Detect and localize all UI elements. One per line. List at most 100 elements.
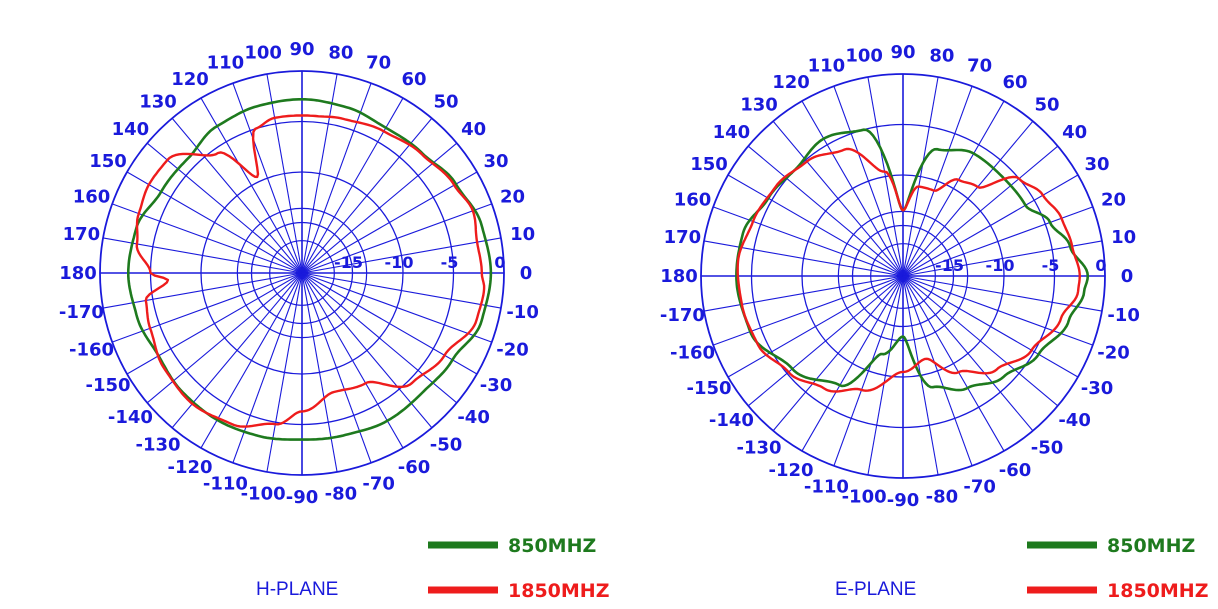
angle-tick-label: 30	[1084, 154, 1109, 175]
legend-label: 850MHZ	[508, 535, 596, 557]
angle-tick-label: 100	[244, 42, 282, 63]
angle-tick-label: 40	[461, 119, 486, 140]
radial-tick-label: -10	[385, 253, 414, 272]
angle-tick-label: -10	[506, 302, 539, 323]
angle-tick-label: 130	[139, 91, 177, 112]
angle-tick-label: 60	[1002, 72, 1027, 93]
grid-spoke	[833, 275, 904, 467]
grid-spoke	[902, 145, 1059, 277]
angle-tick-label: 80	[929, 45, 954, 66]
angle-tick-label: -50	[430, 435, 463, 456]
radial-tick-label: -5	[441, 253, 459, 272]
grid-spoke	[712, 206, 904, 277]
angle-tick-label: 150	[89, 151, 127, 172]
series-850mhz-curve	[127, 98, 493, 441]
angle-tick-label: 0	[520, 263, 533, 284]
grid-spoke	[301, 82, 372, 274]
grid-spoke	[301, 272, 433, 429]
angle-tick-label: -130	[135, 435, 180, 456]
radial-tick-label: 0	[494, 253, 505, 272]
grid-spoke	[902, 76, 939, 277]
angle-tick-label: -10	[1107, 305, 1140, 326]
series-1850mhz-curve	[135, 114, 486, 428]
angle-tick-label: -150	[686, 378, 731, 399]
radial-tick-label: -15	[334, 253, 363, 272]
angle-tick-label: 140	[713, 122, 751, 143]
angle-tick-label: 90	[289, 39, 314, 60]
angle-tick-label: 70	[366, 53, 391, 74]
angle-tick-label: -170	[59, 302, 104, 323]
angle-tick-label: 30	[483, 151, 508, 172]
angle-tick-label: 90	[890, 42, 915, 63]
grid-spoke	[867, 275, 904, 476]
angle-tick-label: -110	[804, 476, 849, 497]
grid-spoke	[902, 275, 1005, 452]
angle-tick-label: 110	[207, 53, 245, 74]
grid-spoke	[902, 240, 1103, 277]
grid-spoke	[301, 203, 493, 274]
grid-spoke	[232, 82, 303, 274]
legend-label: 850MHZ	[1107, 535, 1195, 557]
angle-tick-label: -80	[926, 487, 959, 508]
angle-tick-label: 70	[967, 56, 992, 77]
grid-spoke	[171, 117, 303, 274]
angle-tick-label: -120	[167, 457, 212, 478]
grid-spoke	[126, 272, 303, 375]
radial-tick-label: -10	[986, 256, 1015, 275]
angle-tick-label: 100	[845, 45, 883, 66]
grid-spoke	[727, 174, 904, 277]
legend-label: 1850MHZ	[1107, 580, 1208, 602]
grid-spoke	[712, 275, 904, 346]
angle-tick-label: 50	[1034, 94, 1059, 115]
grid-spoke	[703, 275, 904, 312]
angle-tick-label: -130	[736, 438, 781, 459]
angle-tick-label: -50	[1031, 438, 1064, 459]
radial-tick-label: -5	[1042, 256, 1060, 275]
angle-tick-label: -160	[69, 340, 114, 361]
angle-tick-label: -70	[963, 476, 996, 497]
angle-tick-label: 50	[433, 91, 458, 112]
grid-spoke	[146, 142, 303, 274]
angle-tick-label: 80	[328, 42, 353, 63]
grid-spoke	[301, 272, 493, 343]
radial-tick-label: 0	[1095, 256, 1106, 275]
grid-spoke	[867, 76, 904, 277]
grid-spoke	[266, 73, 303, 274]
angle-tick-label: 120	[772, 72, 810, 93]
angle-tick-label: -170	[660, 305, 705, 326]
angle-tick-label: -80	[325, 484, 358, 505]
series-1850mhz-curve	[736, 147, 1081, 393]
grid-spoke	[747, 275, 904, 407]
angle-tick-label: 120	[171, 69, 209, 90]
angle-tick-label: 0	[1121, 266, 1134, 287]
angle-tick-label: -30	[480, 375, 513, 396]
grid-spoke	[902, 275, 1059, 407]
grid-spoke	[902, 85, 973, 277]
angle-tick-label: -40	[1058, 410, 1091, 431]
grid-spoke	[833, 85, 904, 277]
angle-tick-label: -30	[1081, 378, 1114, 399]
angle-tick-label: 20	[1101, 189, 1126, 210]
grid-spoke	[301, 142, 458, 274]
grid-spoke	[126, 171, 303, 274]
plane-title: H-PLANE	[256, 579, 338, 600]
grid-spoke	[301, 272, 502, 309]
grid-spoke	[902, 174, 1079, 277]
angle-tick-label: 150	[690, 154, 728, 175]
grid-spoke	[727, 275, 904, 378]
angle-tick-label: 60	[401, 69, 426, 90]
angle-tick-label: -110	[203, 473, 248, 494]
grid-spoke	[301, 272, 404, 449]
angle-tick-label: -100	[842, 487, 887, 508]
angle-tick-label: -60	[999, 460, 1032, 481]
series-850mhz-curve	[735, 128, 1090, 392]
grid-spoke	[301, 73, 338, 274]
angle-tick-label: 180	[660, 266, 698, 287]
angle-tick-label: -160	[670, 343, 715, 364]
grid-spoke	[301, 272, 458, 404]
angle-tick-label: 140	[112, 119, 150, 140]
grid-spoke	[747, 145, 904, 277]
angle-tick-label: -120	[768, 460, 813, 481]
